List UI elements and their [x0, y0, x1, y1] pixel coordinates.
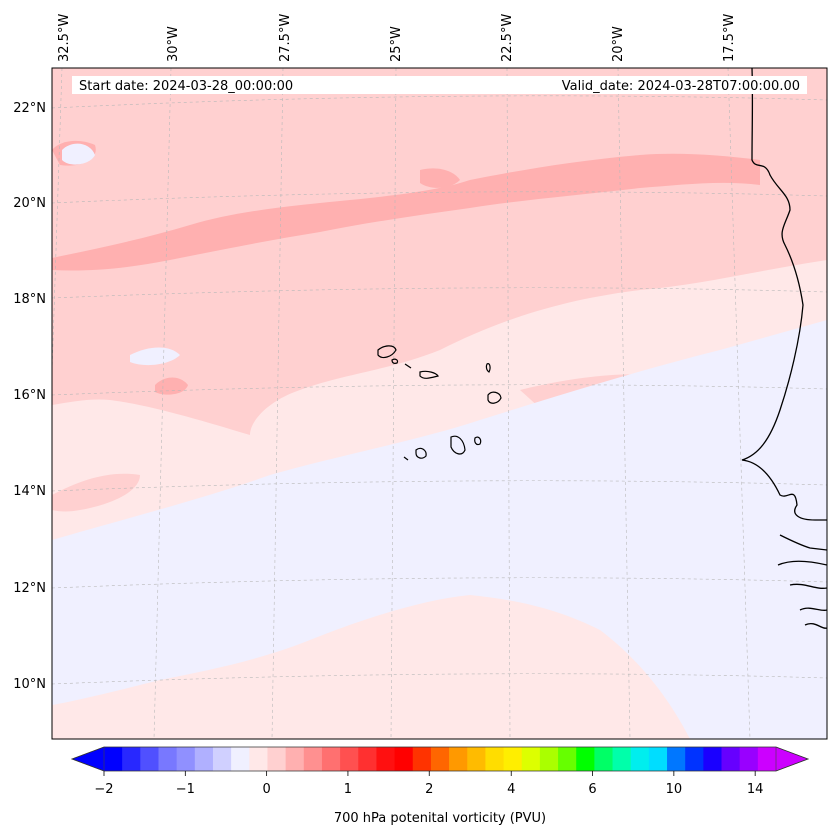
pv-contour-dark-patch	[420, 168, 460, 188]
valid-date-label: Valid_date: 2024-03-28T07:00:00.00	[562, 79, 800, 94]
header-box	[72, 76, 807, 94]
map-panel: Start date: 2024-03-28_00:00:00 Valid_da…	[13, 14, 828, 740]
colorbar-segment	[449, 747, 468, 771]
colorbar-tick-label: 1	[344, 782, 352, 797]
colorbar-segment	[503, 747, 523, 771]
colorbar-segment	[667, 747, 686, 771]
colorbar-segment	[612, 747, 632, 771]
colorbar-segment	[521, 747, 541, 771]
colorbar-segment	[703, 747, 723, 771]
pv-contour-faint-patch	[130, 347, 180, 366]
colorbar-segment	[122, 747, 141, 771]
colorbar-tick-label: 2	[425, 782, 433, 797]
lon-label: 17.5°W	[722, 14, 737, 62]
colorbar-segment	[685, 747, 704, 771]
colorbar-segment	[267, 747, 287, 771]
colorbar-segment	[140, 747, 159, 771]
colorbar-segment	[231, 747, 250, 771]
colorbar-tick-label: −1	[176, 782, 195, 797]
colorbar-tick-label: 6	[588, 782, 596, 797]
lat-label: 18°N	[13, 292, 46, 307]
colorbar-segment	[539, 747, 559, 771]
colorbar-segment	[104, 747, 123, 771]
lon-label: 25°W	[389, 26, 404, 62]
colorbar-segment	[340, 747, 359, 771]
cape-verde-islands	[377, 345, 502, 461]
lat-label: 14°N	[13, 484, 46, 499]
lon-label: 22.5°W	[500, 14, 515, 62]
colorbar-segment	[376, 747, 396, 771]
colorbar-tick-label: 14	[747, 782, 764, 797]
colorbar-segment	[558, 747, 577, 771]
colorbar-segment	[176, 747, 196, 771]
lat-label: 16°N	[13, 388, 46, 403]
colorbar-segment	[285, 747, 305, 771]
map-gridlines	[52, 68, 827, 739]
pv-contour-dark-band	[52, 153, 760, 271]
colorbar-tick-label: 10	[666, 782, 683, 797]
colorbar: −2 −1 0 1 2 4 6 10 14 700 hPa potenital vorticit…	[70, 746, 810, 826]
pv-contour-mid	[52, 473, 140, 512]
colorbar-segment	[412, 747, 432, 771]
latitude-labels: 22°N 20°N 18°N 16°N 14°N 12°N 10°N	[13, 101, 46, 692]
colorbar-segment	[467, 747, 486, 771]
lon-label: 20°W	[611, 26, 626, 62]
colorbar-segment	[485, 747, 505, 771]
lat-label: 12°N	[13, 581, 46, 596]
colorbar-segment	[630, 747, 650, 771]
lon-label: 27.5°W	[278, 14, 293, 62]
colorbar-segment	[721, 747, 741, 771]
map-frame	[51, 67, 828, 740]
colorbar-segment	[249, 747, 268, 771]
african-coast	[741, 68, 827, 521]
colorbar-segment	[648, 747, 668, 771]
colorbar-segment	[576, 747, 595, 771]
coastline	[741, 68, 827, 629]
longitude-labels: 32.5°W 30°W 27.5°W 25°W 22.5°W 20°W 17.5…	[57, 14, 737, 62]
colorbar-max-extend	[775, 746, 809, 772]
colorbar-ticks: −2 −1 0 1 2 4 6 10 14	[94, 771, 763, 797]
colorbar-segment	[303, 747, 323, 771]
colorbar-segment	[757, 747, 777, 771]
colorbar-tick-label: 4	[507, 782, 515, 797]
colorbar-segment	[594, 747, 614, 771]
colorbar-segment	[430, 747, 450, 771]
start-date-label: Start date: 2024-03-28_00:00:00	[79, 79, 293, 94]
pv-contour-faint-band	[52, 320, 827, 739]
lat-label: 22°N	[13, 101, 46, 116]
lon-label: 30°W	[166, 26, 181, 62]
colorbar-segment	[739, 747, 759, 771]
lat-label: 20°N	[13, 196, 46, 211]
colorbar-segment	[394, 747, 414, 771]
colorbar-segment	[358, 747, 377, 771]
colorbar-title: 700 hPa potenital vorticity (PVU)	[334, 811, 546, 826]
colorbar-tick-label: −2	[94, 782, 113, 797]
colorbar-segment	[212, 747, 232, 771]
colorbar-segments	[104, 747, 777, 771]
lat-label: 10°N	[13, 677, 46, 692]
pv-contour-faint-patch	[62, 143, 95, 165]
colorbar-segment	[321, 747, 341, 771]
colorbar-segment	[158, 747, 178, 771]
colorbar-tick-label: 0	[262, 782, 270, 797]
colorbar-min-extend	[71, 746, 105, 772]
lon-label: 32.5°W	[57, 14, 72, 62]
colorbar-segment	[194, 747, 214, 771]
